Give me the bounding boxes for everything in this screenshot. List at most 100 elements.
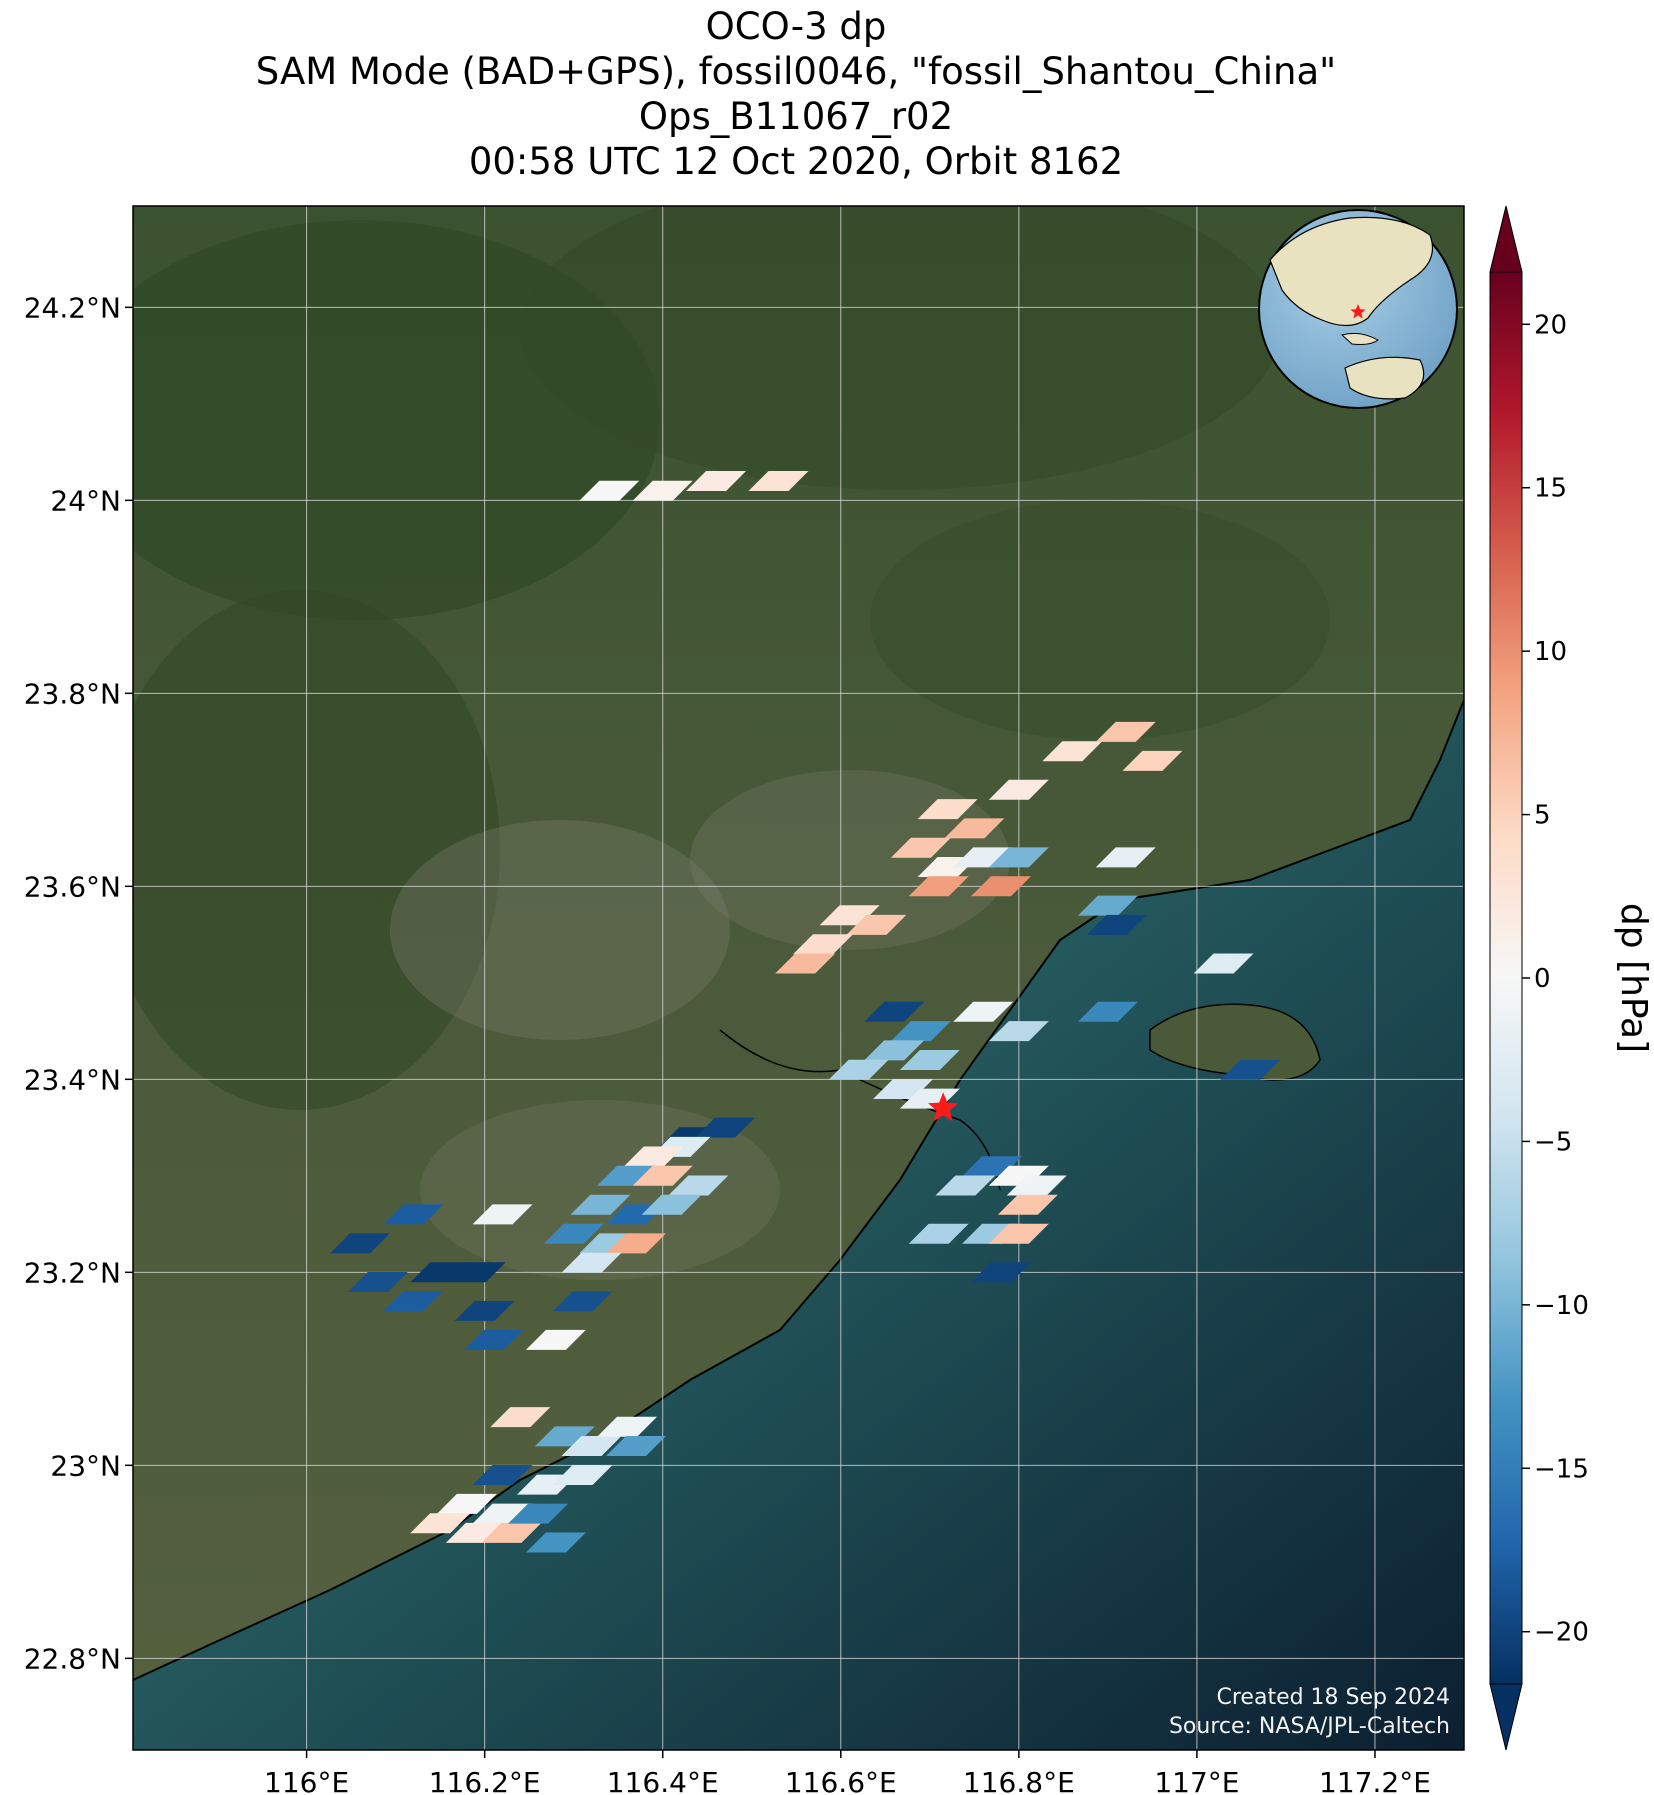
footprint-layer [330, 471, 1281, 1553]
footprint [1042, 741, 1103, 762]
lat-tick-label: 23.2°N [24, 1256, 121, 1289]
footprint [1193, 953, 1254, 974]
lat-tick-label: 22.8°N [24, 1642, 121, 1675]
lon-tick-label: 116.6°E [785, 1766, 897, 1795]
footprint [1122, 750, 1183, 771]
sea-area [133, 700, 1464, 1750]
footprint [988, 847, 1049, 868]
footprint [890, 837, 951, 858]
title-line-2: SAM Mode (BAD+GPS), fossil0046, "fossil_… [255, 50, 1337, 93]
footprint [472, 1204, 533, 1225]
mountain-region [870, 500, 1330, 740]
colorbar-gradient [1489, 271, 1523, 1685]
colorbar-tick-label: 0 [1534, 964, 1551, 994]
map-frame [132, 205, 1465, 1751]
footprint [632, 480, 693, 501]
lat-tick-label: 23°N [50, 1449, 121, 1482]
footprint [828, 1059, 889, 1080]
figure-title: OCO-3 dp SAM Mode (BAD+GPS), fossil0046,… [0, 4, 1592, 184]
footprint [1095, 847, 1156, 868]
inset-globe [1258, 209, 1458, 409]
footprint [606, 1436, 666, 1456]
footprint [1095, 721, 1156, 742]
lat-tick-label: 23.4°N [24, 1063, 121, 1096]
footprint [935, 1175, 996, 1196]
lon-tick-label: 116°E [264, 1766, 349, 1795]
footprint [472, 1465, 533, 1485]
footprint [908, 876, 969, 897]
footprint [917, 799, 978, 820]
footprint [463, 1329, 524, 1350]
urban-region [390, 820, 730, 1040]
footprint [606, 1233, 666, 1254]
footprint [890, 1021, 951, 1042]
footprint [383, 1291, 444, 1312]
globe-star-marker [1350, 304, 1366, 319]
colorbar-tick-label: 5 [1534, 801, 1551, 831]
lon-tick-label: 117.2°E [1319, 1766, 1431, 1795]
colorbar-tick-label: −10 [1534, 1291, 1589, 1321]
footprint [988, 1021, 1049, 1042]
footprint [668, 1175, 729, 1196]
colorbar-tick-label: −15 [1534, 1454, 1589, 1484]
footprint [597, 1416, 658, 1437]
footprint [695, 1117, 756, 1138]
lat-tick-label: 24.2°N [24, 291, 121, 324]
footprint [570, 1194, 631, 1215]
footprint [552, 1291, 613, 1312]
lat-tick-label: 24°N [50, 484, 121, 517]
footprint [1006, 1175, 1067, 1196]
footprint [864, 1040, 925, 1061]
footprint [864, 1001, 925, 1022]
lat-tick-label: 23.8°N [24, 677, 121, 710]
footprint [552, 1465, 613, 1485]
footprint [543, 1223, 604, 1244]
title-line-3: Ops_B11067_r02 [638, 95, 954, 138]
colorbar-tick-label: −20 [1534, 1618, 1589, 1648]
footprint [793, 934, 853, 955]
footprint [632, 1165, 693, 1186]
footprint [383, 1204, 444, 1225]
footprint [641, 1194, 702, 1215]
footprint [1077, 895, 1138, 916]
lon-tick-label: 116.2°E [429, 1766, 541, 1795]
lon-tick-label: 116.8°E [963, 1766, 1075, 1795]
footprint [579, 480, 640, 501]
footprint [623, 1146, 684, 1167]
footprint [953, 1001, 1014, 1022]
footprint [775, 953, 836, 974]
colorbar-tick-label: −5 [1534, 1127, 1572, 1157]
footprint [454, 1300, 515, 1321]
colorbar-ticks: −20 −15 −10 −5 0 5 10 15 20 [1522, 310, 1589, 1648]
footprint [686, 471, 747, 491]
footprint [490, 1407, 551, 1428]
footprint [971, 876, 1031, 897]
footprint [908, 1223, 969, 1244]
footprint [561, 1436, 622, 1456]
footprint [988, 779, 1049, 800]
footprint [508, 1503, 569, 1524]
globe-australia-landmass [1344, 356, 1425, 400]
footprint [410, 1513, 471, 1534]
latitude-axis: 24.2°N 24°N 23.8°N 23.6°N 23.4°N 23.2°N 23°N 22… [24, 291, 133, 1675]
footprint [445, 1262, 506, 1283]
mountain-region [133, 590, 500, 1110]
colorbar-tick-label: 15 [1534, 474, 1567, 504]
colorbar-label: dp [hPa] [1613, 903, 1654, 1053]
globe-island-landmass [1340, 332, 1379, 345]
colorbar-tick-label: 20 [1534, 310, 1567, 340]
footprint [997, 1194, 1058, 1215]
title-line-1: OCO-3 dp [705, 5, 887, 48]
colorbar: −20 −15 −10 −5 0 5 10 15 20 dp [hPa] [1489, 205, 1654, 1751]
colorbar-extend-min [1489, 1683, 1523, 1751]
colorbar-extend-max [1489, 205, 1523, 273]
footprint [1086, 914, 1147, 935]
footprint [525, 1532, 586, 1553]
globe-asia-landmass [1269, 216, 1434, 327]
credit-created: Created 18 Sep 2024 [1217, 1685, 1451, 1710]
target-star-marker [928, 1092, 959, 1122]
footprint [899, 1050, 960, 1070]
colorbar-tick-label: 10 [1534, 637, 1567, 667]
footprint [748, 471, 809, 491]
